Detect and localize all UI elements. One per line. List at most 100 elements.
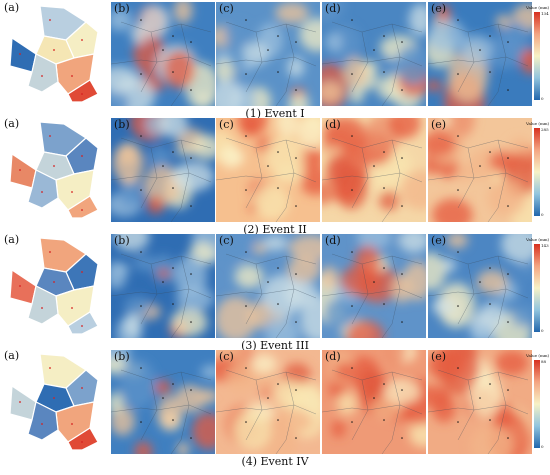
sub-basin-7 — [27, 285, 59, 325]
gauge-station-dot — [19, 285, 21, 287]
basin-boundary — [391, 139, 401, 174]
basin-boundary — [275, 288, 295, 338]
basin-boundary — [487, 404, 507, 454]
station-dot — [162, 165, 164, 167]
basin-boundary — [111, 175, 158, 181]
colorbar — [534, 360, 540, 448]
station-dot — [457, 189, 459, 191]
station-dot — [277, 267, 279, 269]
gauge-station-dot — [53, 49, 55, 51]
basin-boundary — [111, 59, 158, 65]
rainfall-surface — [216, 118, 320, 222]
basin-boundary — [180, 23, 190, 58]
station-dot — [351, 189, 353, 191]
colorbar-title: Value (mm) — [526, 121, 550, 126]
basin-boundary — [381, 56, 401, 106]
gauge-station-dot — [49, 135, 51, 137]
basin-boundary — [322, 175, 369, 181]
basin-boundary — [428, 407, 475, 413]
basin-boundary — [170, 172, 190, 222]
station-dot — [295, 273, 297, 275]
station-dot — [140, 305, 142, 307]
station-dot — [172, 151, 174, 153]
rainfall-map-b: (b) — [111, 118, 215, 222]
panel-label-d: (d) — [325, 234, 341, 247]
station-dot — [295, 321, 297, 323]
basin-boundary — [428, 291, 475, 297]
sub-basin-5 — [67, 195, 99, 219]
station-dot — [351, 367, 353, 369]
station-dot — [162, 281, 164, 283]
station-dot — [401, 157, 403, 159]
gauge-station-dot — [49, 367, 51, 369]
gauge-station-dot — [81, 325, 83, 327]
basin-boundary — [225, 253, 317, 265]
panel-label-d: (d) — [325, 2, 341, 15]
station-dot — [507, 321, 509, 323]
rainfall-map-c: (c) — [216, 234, 320, 338]
basin-boundary — [322, 407, 369, 413]
sub-basin-5 — [67, 427, 99, 451]
basin-boundary — [428, 59, 475, 65]
station-dot — [245, 73, 247, 75]
panel-label-d: (d) — [325, 118, 341, 131]
rainfall-surface — [216, 2, 320, 106]
region-map-panel: (a) — [2, 118, 104, 222]
event-caption: (2) Event II — [243, 223, 307, 236]
sub-basin-6 — [9, 268, 37, 305]
colorbar-max-label: 143 — [541, 243, 549, 248]
station-dot — [457, 305, 459, 307]
station-dot — [489, 419, 491, 421]
panel-label-b: (b) — [114, 118, 130, 131]
gauge-station-dot — [81, 155, 83, 157]
rainfall-map-e: (e) — [428, 234, 532, 338]
rainfall-surface — [216, 234, 320, 338]
colorbar-min-label: 0 — [541, 444, 544, 449]
colorbar-min-label: 0 — [541, 96, 544, 101]
gauge-station-dot — [49, 251, 51, 253]
basin-boundary — [225, 21, 317, 33]
gauge-station-dot — [19, 401, 21, 403]
colorbar-title: Value (mm) — [526, 5, 550, 10]
rainfall-map-e: (e) — [428, 350, 532, 454]
station-dot — [383, 267, 385, 269]
station-dot — [172, 187, 174, 189]
panel-label-a: (a) — [4, 1, 20, 14]
station-dot — [190, 389, 192, 391]
sub-basin-6 — [9, 36, 37, 73]
basin-boundary — [322, 291, 369, 297]
basin-boundary — [331, 253, 423, 265]
colorbar-max-label: 134 — [541, 11, 549, 16]
station-dot — [479, 165, 481, 167]
basin-boundary — [275, 56, 295, 106]
rainfall-surface — [428, 350, 532, 454]
panel-label-d: (d) — [325, 350, 341, 363]
station-dot — [401, 389, 403, 391]
region-map-panel: (a) — [2, 234, 104, 338]
station-dot — [267, 49, 269, 51]
gauge-station-dot — [71, 191, 73, 193]
basin-boundary — [487, 172, 507, 222]
basin-boundary — [285, 23, 295, 58]
rainfall-map-d: (d) — [322, 2, 426, 106]
station-dot — [277, 419, 279, 421]
station-dot — [140, 251, 142, 253]
rainfall-map-c: (c) — [216, 350, 320, 454]
station-dot — [507, 41, 509, 43]
station-dot — [401, 321, 403, 323]
station-dot — [190, 321, 192, 323]
basin-boundary — [497, 255, 507, 290]
station-dot — [267, 165, 269, 167]
event-row-4: (a) (b) (c) (d) (e) Value (mm) 88 0 (4) Event IV — [0, 350, 550, 469]
basin-boundary — [216, 175, 263, 181]
station-dot — [162, 49, 164, 51]
station-dot — [245, 135, 247, 137]
gauge-station-dot — [71, 423, 73, 425]
station-dot — [489, 35, 491, 37]
colorbar-title: Value (mm) — [526, 353, 550, 358]
station-dot — [277, 35, 279, 37]
station-dot — [383, 383, 385, 385]
rainfall-surface — [322, 118, 426, 222]
gauge-station-dot — [41, 307, 43, 309]
station-dot — [383, 303, 385, 305]
